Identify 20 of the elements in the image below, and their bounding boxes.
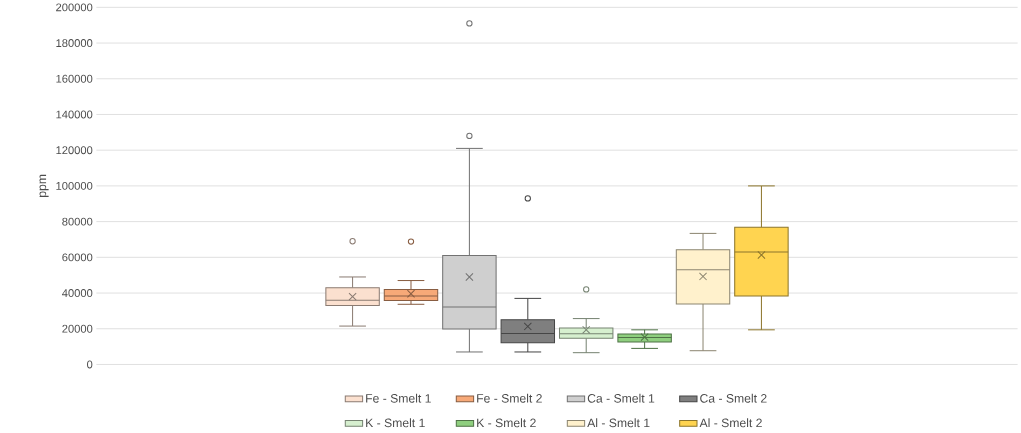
legend-label: K - Smelt 2 xyxy=(477,418,536,428)
y-tick-label: 140000 xyxy=(56,110,93,119)
y-tick-label: 120000 xyxy=(56,146,93,155)
y-axis-title: ppm xyxy=(39,175,49,198)
y-tick-label: 160000 xyxy=(56,74,93,83)
y-tick-label: 200000 xyxy=(56,3,93,12)
legend-label: K - Smelt 1 xyxy=(366,418,425,428)
y-tick-label: 100000 xyxy=(56,182,93,191)
y-tick-label: 180000 xyxy=(56,39,93,48)
legend-label: Fe - Smelt 1 xyxy=(366,393,431,403)
legend-label: Ca - Smelt 1 xyxy=(587,393,655,403)
y-tick-label: 0 xyxy=(87,360,93,369)
y-tick-label: 60000 xyxy=(62,253,93,262)
legend-label: Al - Smelt 2 xyxy=(699,418,762,428)
y-tick-label: 40000 xyxy=(62,289,93,298)
legend-label: Al - Smelt 1 xyxy=(587,418,650,428)
y-tick-label: 20000 xyxy=(62,324,93,333)
y-tick-label: 80000 xyxy=(62,217,93,226)
legend-label: Ca - Smelt 2 xyxy=(700,393,767,403)
legend-label: Fe - Smelt 2 xyxy=(477,393,542,403)
